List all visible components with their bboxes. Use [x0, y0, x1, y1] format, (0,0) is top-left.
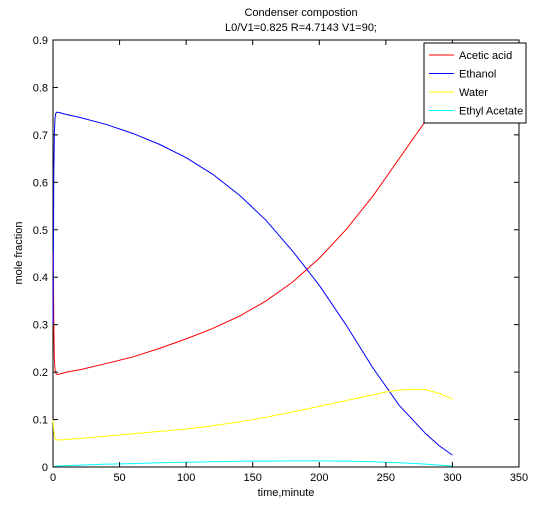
legend-box [423, 42, 527, 124]
series-line-ethanol [52, 111, 453, 456]
y-tick-label: 0.4 [33, 272, 48, 284]
legend: Acetic acid Ethanol Water Ethyl Acetate [423, 42, 527, 124]
legend-label: Water [459, 87, 488, 99]
series-line-water [52, 388, 453, 441]
x-axis-label: time,minute [258, 487, 315, 499]
x-tick-label: 350 [510, 472, 528, 484]
legend-label: Ethyl Acetate [459, 106, 523, 118]
y-tick-label: 0.8 [33, 82, 48, 94]
series-layer [52, 87, 453, 468]
x-tick-label: 200 [310, 472, 328, 484]
y-tick-label: 0 [42, 462, 48, 474]
y-tick-label: 0.2 [33, 367, 48, 379]
x-tick-label: 50 [113, 472, 125, 484]
series-line-ethyl-acetate [52, 460, 453, 468]
y-tick-label: 0.9 [33, 35, 48, 47]
legend-label: Acetic acid [459, 50, 512, 62]
legend-label: Ethanol [459, 69, 496, 81]
chart-subtitle: L0/V1=0.825 R=4.7143 V1=90; [225, 22, 377, 34]
y-axis-label: mole fraction [13, 222, 25, 285]
series-line-acetic-acid [52, 87, 453, 376]
y-tick-label: 0.6 [33, 177, 48, 189]
y-tick-label: 0.5 [33, 225, 48, 237]
y-tick-label: 0.1 [33, 415, 48, 427]
tick-layer: 0 50 100 150 200 250 300 350 0 0.1 0.2 0.3 0.4 0.5 0.6… [33, 35, 528, 484]
y-tick-label: 0.3 [33, 320, 48, 332]
x-tick-label: 250 [377, 472, 395, 484]
x-tick-label: 300 [443, 472, 461, 484]
x-tick-label: 100 [177, 472, 195, 484]
x-tick-label: 0 [50, 472, 56, 484]
y-tick-label: 0.7 [33, 130, 48, 142]
x-tick-label: 150 [244, 472, 262, 484]
chart-title: Condenser compostion [244, 7, 357, 19]
